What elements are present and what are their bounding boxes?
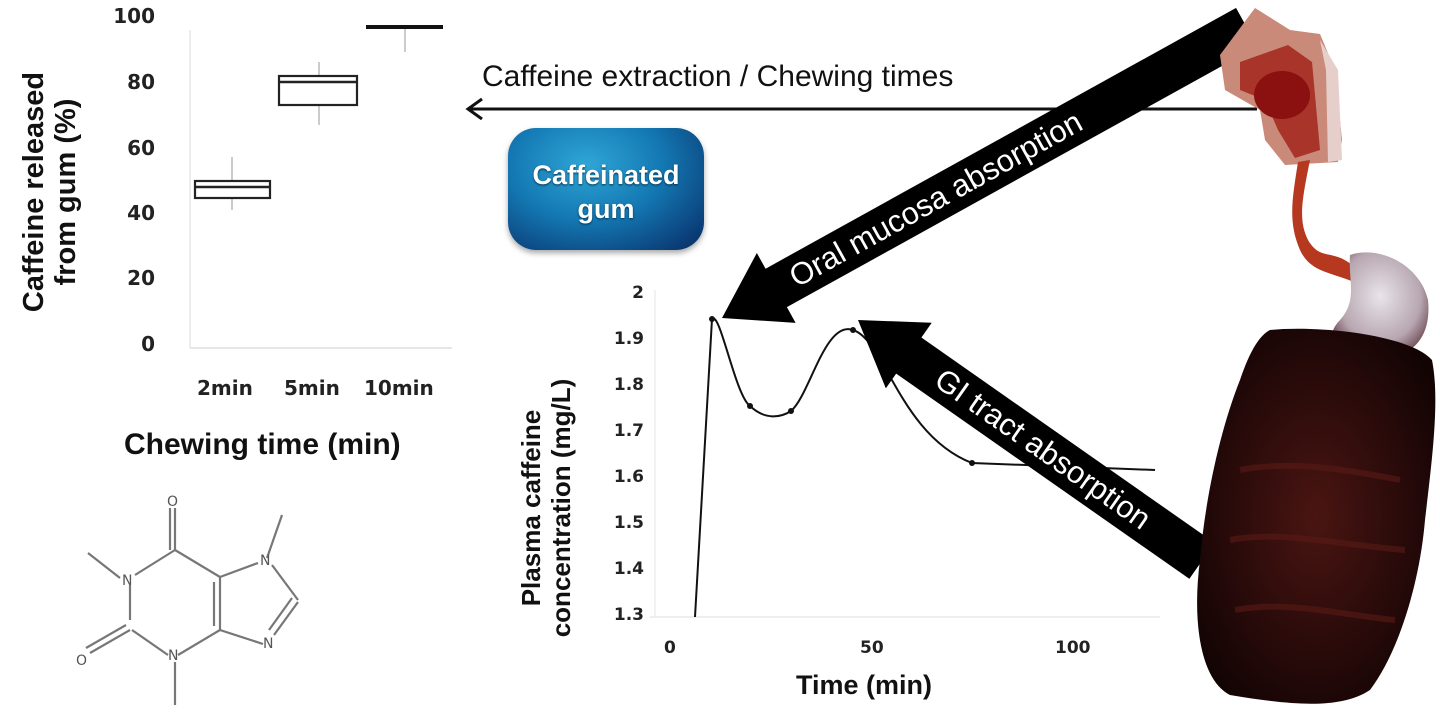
atom-n: N	[263, 636, 273, 652]
oral-arrow-shape-icon	[722, 7, 1258, 323]
linechart-ytick: 1.4	[613, 559, 644, 579]
linechart-x-axis-label: Time (min)	[796, 670, 933, 700]
linechart-ytick: 2	[632, 283, 644, 303]
gum-label-line2: gum	[577, 194, 635, 224]
boxplot-xtick: 5min	[284, 376, 340, 400]
boxplot-ytick: 80	[127, 70, 155, 94]
boxplot-ytick: 0	[141, 332, 155, 356]
atom-n: N	[260, 553, 270, 569]
boxplot-y-axis-label: Caffeine released from gum (%)	[18, 71, 82, 313]
linechart-plot-area	[650, 290, 1160, 618]
boxplot-xtick: 10min	[364, 376, 434, 400]
linechart-ytick: 1.5	[613, 513, 644, 533]
linechart-ytick: 1.7	[613, 421, 644, 441]
linechart-xtick: 100	[1055, 638, 1091, 658]
oral-mucosa-arrow: Oral mucosa absorption	[722, 7, 1258, 323]
boxplot-xtick: 2min	[197, 376, 253, 400]
caffeine-molecule-icon: O N O N N N	[76, 494, 299, 705]
atom-n: N	[122, 573, 132, 589]
gum-label-line1: Caffeinated	[532, 160, 680, 190]
linechart-ytick: 1.8	[613, 375, 644, 395]
boxplot-plot-area	[189, 25, 452, 349]
linechart-y-axis-label: Plasma caffeine concentration (mg/L)	[516, 378, 576, 638]
boxplot-ytick: 100	[113, 4, 155, 28]
caffeinated-gum-badge: Caffeinated gum	[508, 128, 704, 250]
linechart-ytick: 1.3	[613, 605, 644, 625]
gi-arrow-shape-icon	[858, 320, 1215, 579]
digestive-tract-icon	[1197, 8, 1436, 704]
atom-o: O	[76, 653, 87, 669]
linechart-xtick: 0	[664, 638, 676, 658]
oral-arrow-label: Oral mucosa absorption	[783, 103, 1089, 295]
boxplot-x-axis-label: Chewing time (min)	[124, 428, 401, 461]
boxplot-ytick: 20	[127, 266, 155, 290]
boxplot-ytick: 60	[127, 136, 155, 160]
extraction-arrow-label: Caffeine extraction / Chewing times	[482, 60, 954, 93]
atom-o: O	[167, 494, 178, 510]
linechart-ytick: 1.6	[613, 467, 644, 487]
gi-tract-arrow: GI tract absorption	[858, 320, 1215, 579]
boxplot-ytick: 40	[127, 201, 155, 225]
linechart-xtick: 50	[860, 638, 884, 658]
linechart-ytick: 1.9	[613, 329, 644, 349]
atom-n: N	[168, 648, 178, 664]
